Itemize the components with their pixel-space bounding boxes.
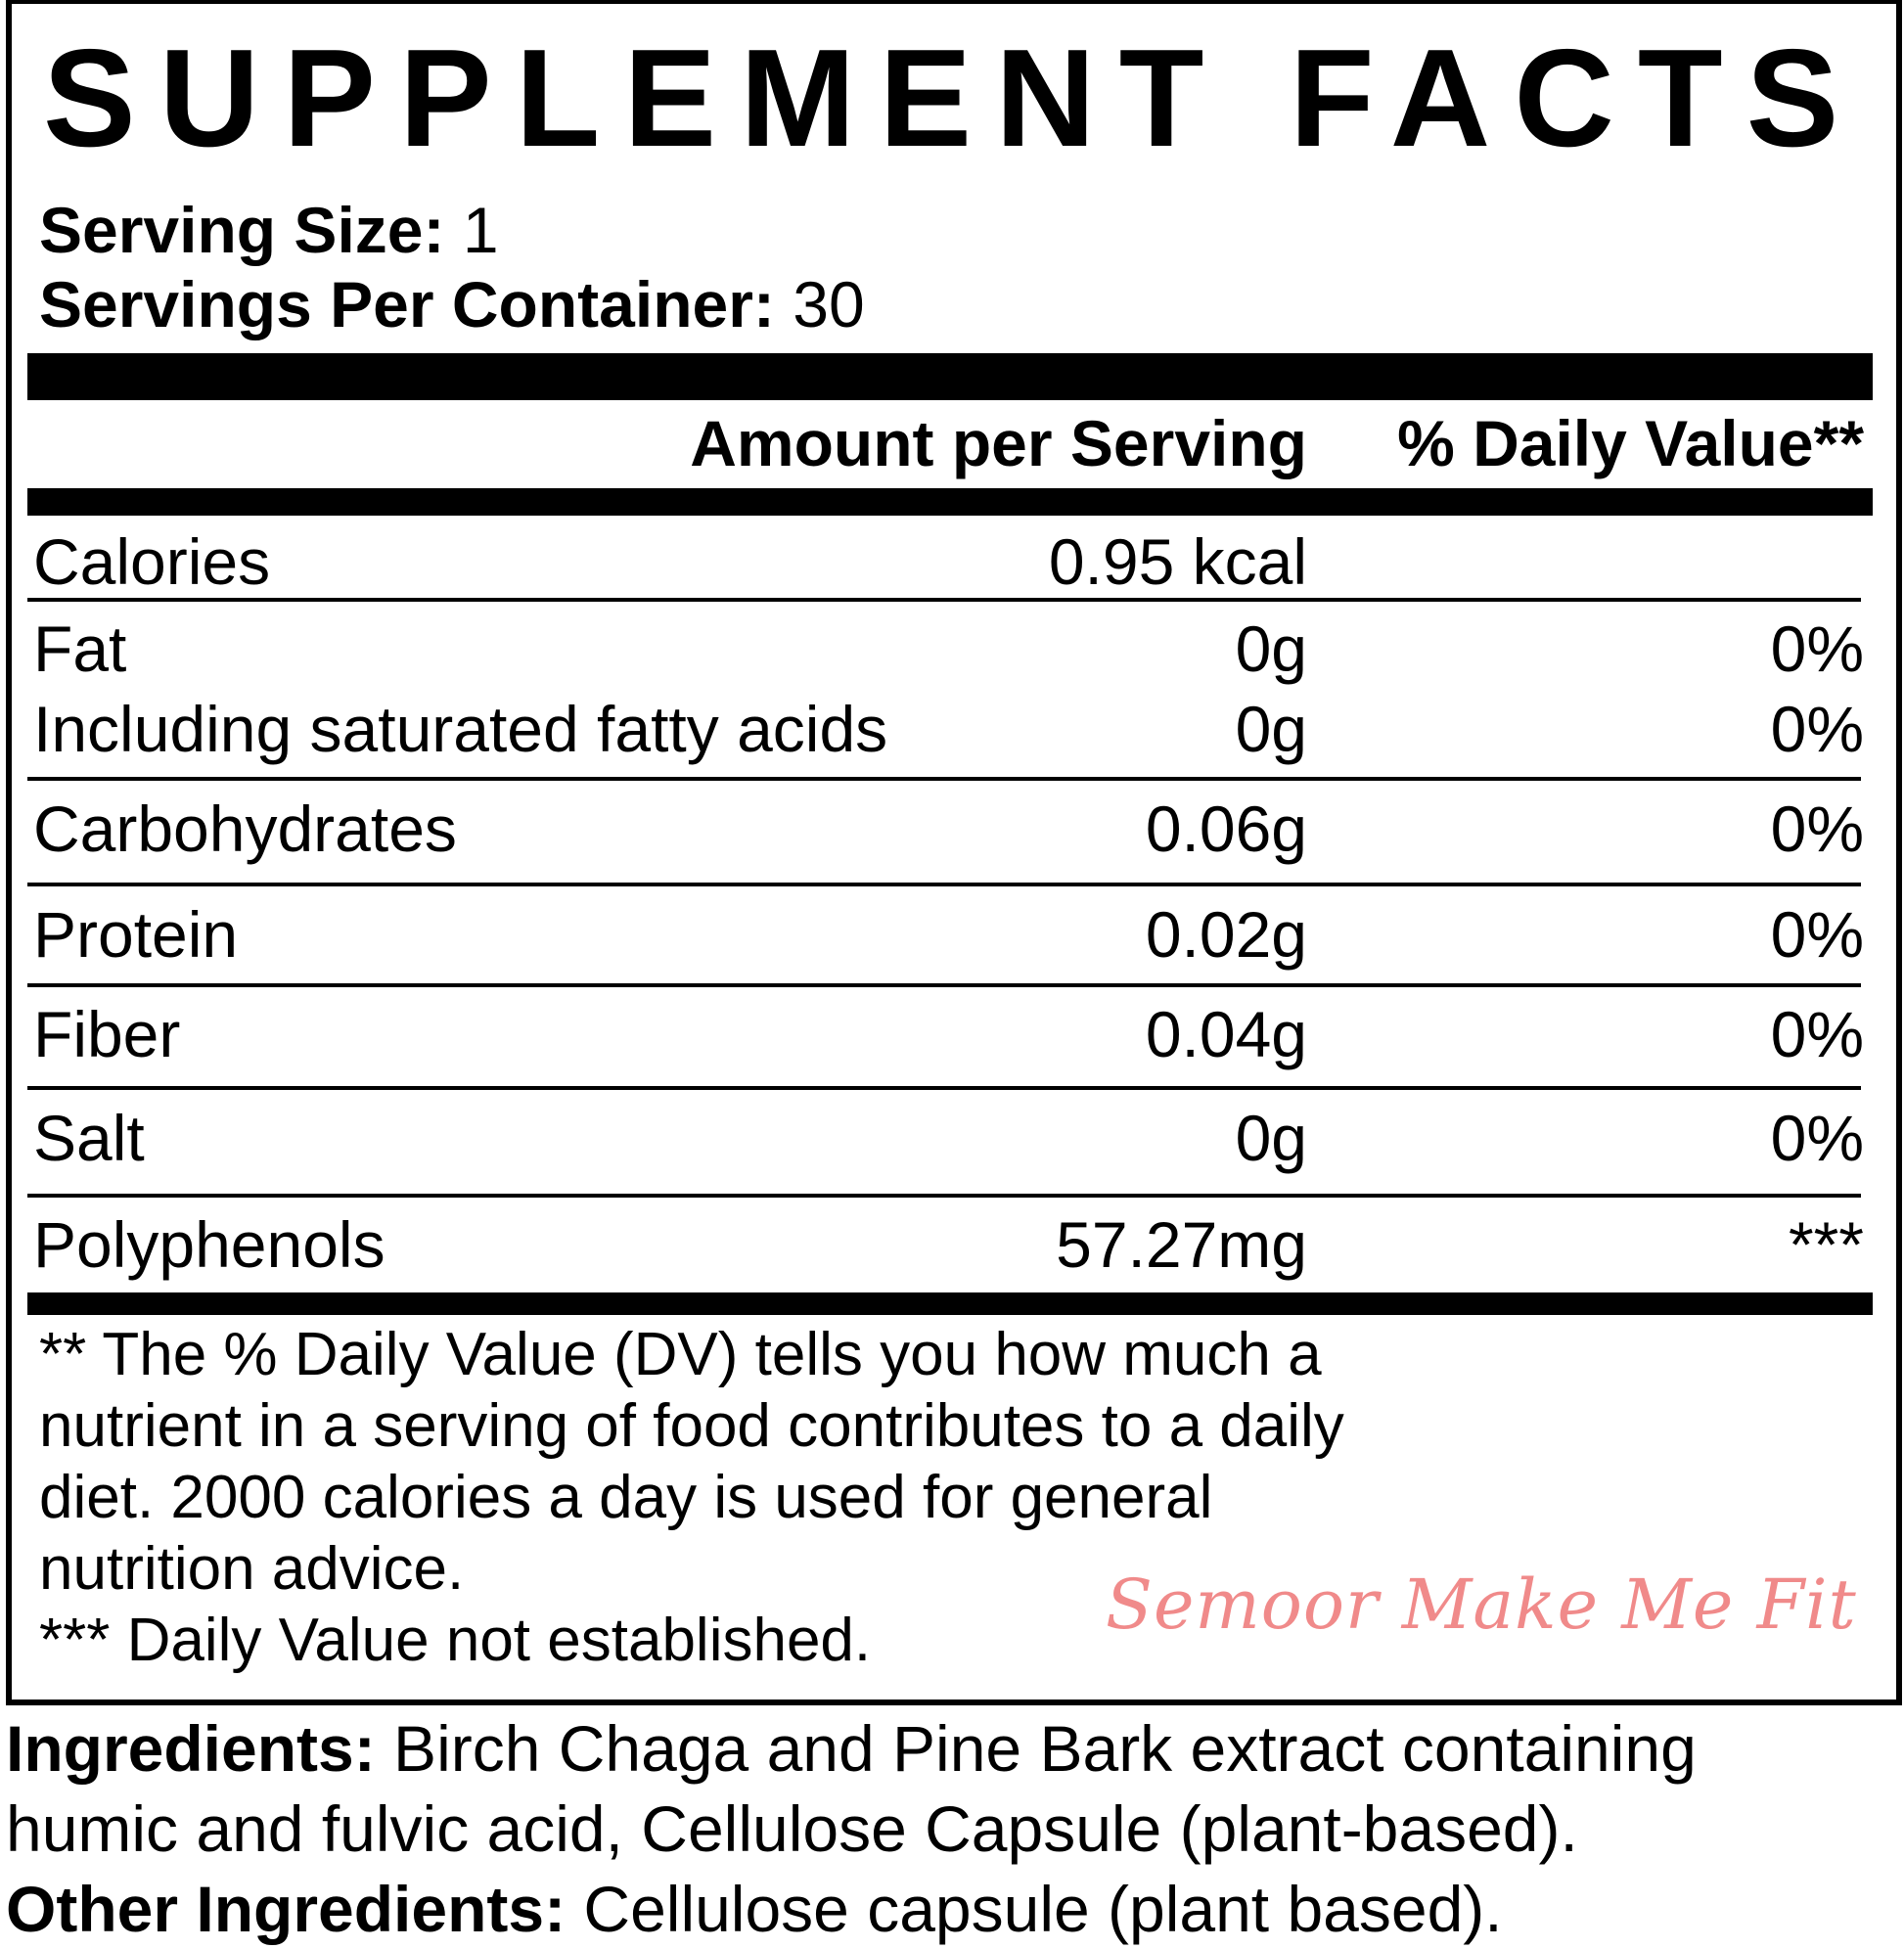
divider-bar-footer [27,1292,1873,1315]
ingredients: Ingredients: Birch Chaga and Pine Bark e… [6,1708,1697,1949]
row-amount: 0g [1235,693,1307,765]
other-ingredients-text: Cellulose capsule (plant based). [583,1873,1503,1945]
serving-size-value: 1 [462,194,499,266]
page-title: SUPPLEMENT FACTS [43,21,1863,176]
servings-per-container: Servings Per Container: 30 [39,272,865,337]
row-amount: 0.95 kcal [1048,525,1307,598]
row-divider [27,777,1861,781]
row-label: Calories [33,525,271,598]
servings-per-container-value: 30 [793,268,865,340]
row-amount: 0g [1235,1102,1307,1174]
row-amount: 0.02g [1145,898,1307,971]
row-daily-value: 0% [1770,612,1864,685]
row-label: Fiber [33,998,181,1070]
row-amount: 0g [1235,612,1307,685]
ingredients-text: humic and fulvic acid, Cellulose Capsule… [6,1792,1578,1865]
footnote-line: ** The % Daily Value (DV) tells you how … [39,1321,1322,1388]
row-label: Fat [33,612,127,685]
row-daily-value: 0% [1770,793,1864,865]
row-daily-value: *** [1788,1208,1864,1281]
column-header-daily-value: % Daily Value** [1397,407,1864,479]
serving-size: Serving Size: 1 [39,198,499,262]
row-label: Including saturated fatty acids [33,693,888,765]
serving-size-label: Serving Size: [39,194,445,266]
divider-bar-header [27,488,1873,516]
footnote-line: diet. 2000 calories a day is used for ge… [39,1464,1213,1531]
row-label: Protein [33,898,239,971]
row-daily-value: 0% [1770,898,1864,971]
row-label: Carbohydrates [33,793,457,865]
ingredients-text: Birch Chaga and Pine Bark extract contai… [393,1712,1697,1785]
facts-panel-border [6,0,1902,1705]
row-daily-value: 0% [1770,693,1864,765]
other-ingredients-label: Other Ingredients: [6,1873,567,1945]
row-label: Polyphenols [33,1208,385,1281]
row-amount: 57.27mg [1056,1208,1307,1281]
footnote-line: *** Daily Value not established. [39,1607,872,1674]
servings-per-container-label: Servings Per Container: [39,268,775,340]
watermark: Semoor Make Me Fit [1106,1564,1857,1645]
footnote: ** The % Daily Value (DV) tells you how … [39,1319,1344,1676]
row-divider [27,883,1861,886]
ingredients-label: Ingredients: [6,1712,376,1785]
column-header-amount: Amount per Serving [690,407,1307,479]
row-amount: 0.04g [1145,998,1307,1070]
row-amount: 0.06g [1145,793,1307,865]
row-divider [27,983,1861,987]
row-divider [27,598,1861,602]
row-divider [27,1194,1861,1198]
row-label: Salt [33,1102,145,1174]
divider-bar-thick [27,353,1873,400]
row-daily-value: 0% [1770,1102,1864,1174]
row-divider [27,1086,1861,1090]
row-daily-value: 0% [1770,998,1864,1070]
footnote-line: nutrition advice. [39,1535,465,1603]
footnote-line: nutrient in a serving of food contribute… [39,1392,1344,1460]
